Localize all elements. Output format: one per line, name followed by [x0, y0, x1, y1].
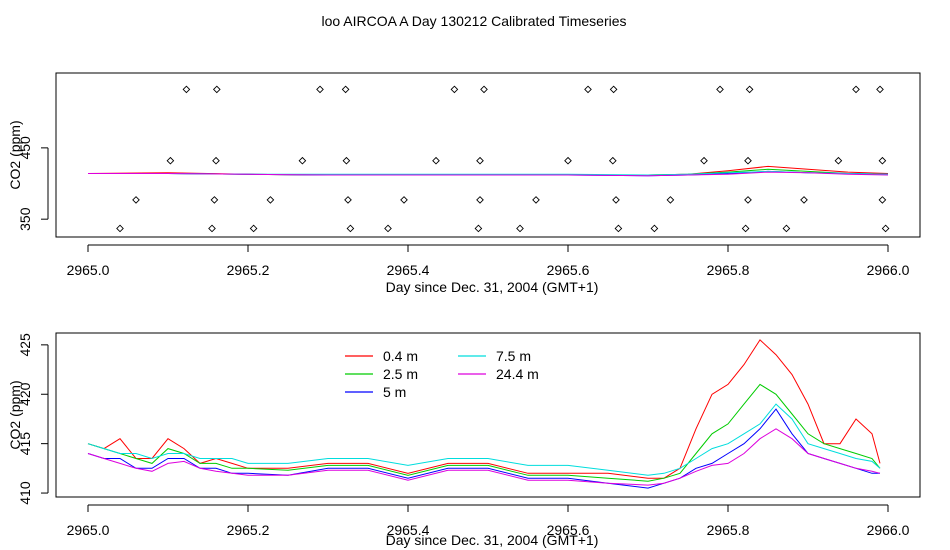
series-line-2 [87, 408, 880, 489]
data-point [344, 196, 352, 204]
data-point [612, 196, 620, 204]
y-tick-label: 410 [17, 481, 33, 505]
series-line-3 [87, 403, 881, 476]
y-tick-label: 420 [17, 382, 33, 406]
x-tick-label: 2965.6 [547, 522, 590, 538]
data-point [782, 224, 791, 233]
data-point [450, 85, 459, 94]
data-point [878, 156, 887, 165]
top-x-axis: 2965.0 2965.2 2965.4 2965.6 2965.8 2966.0 [67, 244, 910, 278]
data-point [666, 196, 675, 204]
y-tick-label: 415 [17, 432, 33, 456]
data-point [878, 196, 887, 204]
data-point [298, 156, 307, 165]
chart-bottom: 2965.0 2965.2 2965.4 2965.6 2965.8 2966.0 410… [7, 332, 921, 548]
data-point [741, 224, 750, 233]
x-tick-label: 2965.4 [387, 262, 430, 278]
data-point [316, 85, 324, 94]
x-tick-label: 2965.2 [227, 262, 270, 278]
data-point [834, 156, 843, 165]
data-point [182, 85, 191, 94]
data-point [476, 156, 484, 165]
data-point [266, 196, 275, 204]
data-point [852, 85, 860, 94]
bottom-y-axis-label: CO2 (ppm) [7, 380, 23, 449]
series-line-4 [88, 171, 889, 177]
data-point [584, 85, 592, 94]
data-point [400, 196, 408, 204]
bottom-plot-frame [55, 332, 921, 498]
data-point [564, 156, 572, 165]
data-point [212, 156, 220, 165]
x-tick-label: 2965.2 [227, 522, 270, 538]
data-point [650, 224, 659, 233]
data-point [516, 224, 524, 233]
x-tick-label: 2966.0 [867, 522, 910, 538]
data-point [210, 196, 219, 204]
data-point [476, 196, 484, 204]
data-point [432, 156, 440, 165]
top-plot-frame [55, 72, 921, 238]
data-point [700, 156, 708, 165]
top-series-lines [87, 165, 889, 177]
data-point [346, 224, 355, 233]
series-line-1 [87, 383, 881, 482]
data-point [800, 196, 808, 204]
top-y-axis-label: CO2 (ppm) [7, 120, 23, 189]
top-x-axis-label: Day since Dec. 31, 2004 (GMT+1) [386, 279, 599, 295]
data-point [480, 85, 488, 94]
data-point [384, 224, 392, 233]
data-point [474, 224, 483, 233]
y-tick-label: 350 [17, 207, 33, 231]
bottom-x-axis-label: Day since Dec. 31, 2004 (GMT+1) [386, 532, 599, 548]
bottom-y-axis: 410 415 420 425 [17, 333, 49, 505]
top-scatter-points [116, 85, 890, 233]
data-point [745, 85, 754, 94]
x-tick-label: 2965.4 [387, 522, 430, 538]
legend-label: 0.4 m [383, 348, 418, 364]
series-line-4 [87, 428, 881, 486]
x-tick-label: 2966.0 [867, 262, 910, 278]
data-point [532, 196, 540, 204]
data-point [166, 156, 175, 165]
x-tick-label: 2965.8 [707, 522, 750, 538]
data-point [342, 156, 351, 165]
x-tick-label: 2965.6 [547, 262, 590, 278]
data-point [212, 85, 221, 94]
data-point [876, 85, 884, 94]
y-tick-label: 450 [17, 136, 33, 160]
legend-label: 7.5 m [496, 348, 531, 364]
x-tick-label: 2965.0 [67, 262, 110, 278]
chart-top: 2965.0 2965.2 2965.4 2965.6 2965.8 2966.0 350… [7, 72, 921, 295]
legend-label: 24.4 m [496, 366, 539, 382]
bottom-series-lines [87, 339, 881, 489]
data-point [716, 85, 724, 94]
data-point [341, 85, 350, 94]
legend: 0.4 m 2.5 m 5 m 7.5 m 24.4 m [345, 348, 539, 400]
data-point [116, 224, 124, 233]
x-tick-label: 2965.8 [707, 262, 750, 278]
bottom-x-axis: 2965.0 2965.2 2965.4 2965.6 2965.8 2966.0 [67, 504, 910, 538]
data-point [208, 224, 216, 233]
legend-label: 2.5 m [383, 366, 418, 382]
page-title: loo AIRCOA A Day 130212 Calibrated Times… [321, 13, 626, 29]
x-tick-label: 2965.0 [67, 522, 110, 538]
data-point [744, 156, 752, 165]
data-point [249, 224, 258, 233]
data-point [614, 224, 623, 233]
data-point [132, 196, 140, 204]
y-tick-label: 425 [17, 333, 33, 357]
data-point [608, 156, 617, 165]
data-point [609, 85, 618, 94]
top-y-axis: 350 450 [17, 136, 49, 231]
data-point [881, 224, 890, 233]
series-line-0 [87, 339, 881, 479]
legend-label: 5 m [383, 384, 406, 400]
data-point [744, 196, 752, 204]
